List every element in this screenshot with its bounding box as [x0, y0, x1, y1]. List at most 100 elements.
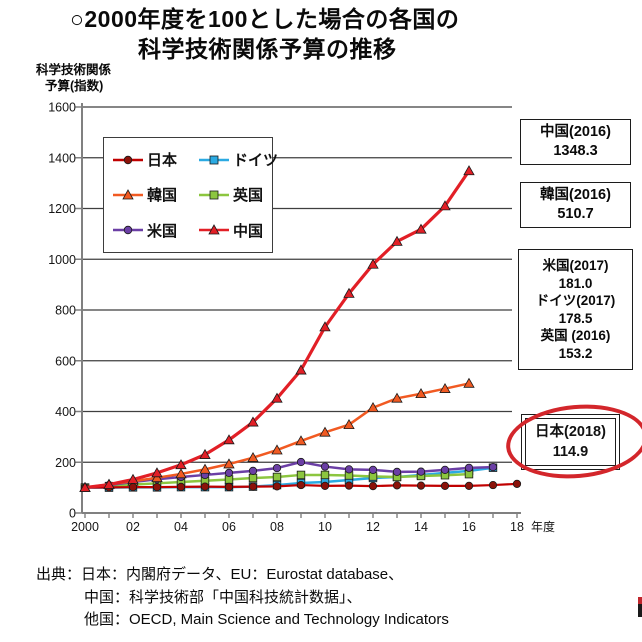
marker-usa — [440, 465, 450, 474]
y-axis-tick-label: 1400 — [48, 151, 76, 165]
marker-japan — [128, 483, 138, 492]
marker-korea — [463, 377, 475, 388]
marker-usa — [368, 465, 378, 474]
annotation-label: 韓国(2016) — [540, 187, 611, 203]
marker-usa — [464, 463, 474, 472]
annotation-value: 181.0 — [558, 275, 593, 291]
legend-label-uk: 英国 — [233, 187, 264, 205]
chart-title-line2: 科学技術関係予算の推移 — [138, 36, 397, 62]
marker-korea — [151, 472, 163, 483]
marker-japan — [440, 481, 450, 490]
annotation-box-japan: 日本(2018) 114.9 — [521, 414, 620, 470]
chart-title-line1: ○2000年度を100とした場合の各国の — [70, 6, 460, 32]
marker-uk — [296, 470, 306, 480]
x-axis-tick-label: 2000 — [71, 520, 99, 534]
y-axis-tick-label: 0 — [69, 507, 76, 521]
marker-korea — [175, 468, 187, 479]
annotation-value: 178.5 — [558, 310, 593, 326]
annotation-label: 日本(2018) — [535, 424, 606, 440]
marker-japan — [176, 482, 186, 491]
marker-korea — [199, 463, 211, 474]
y-axis-tick-label: 1600 — [48, 101, 76, 115]
marker-japan — [296, 480, 306, 490]
source-line3: 他国：OECD, Main Science and Technology Ind… — [84, 611, 449, 628]
marker-china — [391, 235, 403, 246]
marker-korea — [439, 382, 451, 393]
y-axis-tick-label: 600 — [55, 354, 76, 368]
marker-uk — [320, 470, 330, 480]
marker-korea — [223, 458, 235, 469]
marker-japan — [248, 482, 258, 491]
marker-japan — [512, 479, 522, 488]
annotation-label: 英国 (2016) — [540, 328, 611, 343]
marker-japan — [200, 482, 210, 491]
marker-uk — [272, 472, 282, 482]
marker-china — [175, 459, 187, 470]
legend-label-germany: ドイツ — [233, 152, 279, 170]
y-axis-tick-label: 800 — [55, 304, 76, 318]
x-axis-tick-label: 16 — [462, 520, 476, 534]
x-axis-tick-label: 18 — [510, 520, 524, 534]
x-axis-unit-label: 年度 — [531, 519, 555, 534]
marker-japan — [272, 482, 282, 491]
annotation-box-china: 中国(2016) 1348.3 — [520, 119, 631, 165]
legend-item-germany: ドイツ — [198, 149, 278, 170]
marker-korea — [247, 451, 259, 462]
y-axis-tick-label: 200 — [55, 456, 76, 470]
annotation-value: 1348.3 — [553, 143, 598, 159]
legend-item-china: 中国 — [198, 220, 278, 241]
x-axis-tick-label: 04 — [174, 520, 188, 534]
marker-china — [79, 481, 91, 492]
marker-korea — [295, 435, 307, 446]
marker-china — [103, 478, 115, 489]
marker-usa — [488, 462, 498, 472]
y-axis-tick-label: 1000 — [48, 253, 76, 267]
legend-marker-icon-china — [199, 224, 229, 235]
legend-item-japan: 日本 — [112, 149, 198, 170]
marker-japan — [344, 481, 354, 490]
marker-china — [271, 392, 283, 403]
marker-japan — [152, 483, 162, 492]
y-axis-unit-label: 科学技術関係 予算(指数) — [36, 62, 111, 94]
marker-korea — [319, 426, 331, 437]
source-note: 出典：日本：内閣府データ、EU：Eurostat database、 中国：科学… — [36, 564, 449, 632]
legend-label-korea: 韓国 — [147, 187, 178, 205]
legend-item-usa: 米国 — [112, 220, 198, 241]
y-axis-unit-line1: 科学技術関係 — [36, 63, 112, 77]
legend-box: 日本 ドイツ韓国 英国米国 中国 — [103, 137, 278, 253]
marker-usa — [416, 467, 426, 476]
marker-korea — [271, 444, 283, 455]
marker-china — [319, 321, 331, 332]
marker-china — [463, 165, 475, 176]
x-axis-tick-label: 08 — [270, 520, 284, 534]
legend-marker-icon-japan — [113, 155, 143, 164]
marker-japan — [392, 481, 402, 490]
legend-marker-icon-uk — [199, 190, 229, 200]
marker-usa — [392, 467, 402, 476]
cropped-edge-artifact — [638, 597, 642, 617]
x-axis-tick-label: 02 — [126, 520, 140, 534]
chart-title: ○2000年度を100とした場合の各国の 科学技術関係予算の推移 — [70, 4, 459, 64]
x-axis-tick-label: 06 — [222, 520, 236, 534]
annotation-box-japan-inner: 日本(2018) 114.9 — [525, 418, 616, 466]
legend-item-korea: 韓国 — [112, 184, 198, 205]
x-axis-tick-label: 12 — [366, 520, 380, 534]
legend-marker-icon-germany — [199, 155, 229, 165]
marker-china — [127, 473, 139, 484]
y-axis-unit-line2: 予算(指数) — [45, 79, 104, 93]
marker-japan — [464, 481, 474, 490]
annotation-label: 米国(2017) — [542, 258, 609, 273]
y-axis-tick-label: 400 — [55, 405, 76, 419]
legend-marker-icon-korea — [113, 189, 143, 200]
marker-china — [223, 434, 235, 445]
marker-china — [415, 223, 427, 234]
annotation-box-korea: 韓国(2016) 510.7 — [520, 182, 631, 228]
legend-item-uk: 英国 — [198, 184, 278, 205]
marker-usa — [296, 457, 306, 467]
legend-label-japan: 日本 — [147, 152, 178, 170]
marker-china — [367, 258, 379, 269]
marker-japan — [368, 482, 378, 491]
annotation-label: ドイツ(2017) — [535, 293, 616, 308]
